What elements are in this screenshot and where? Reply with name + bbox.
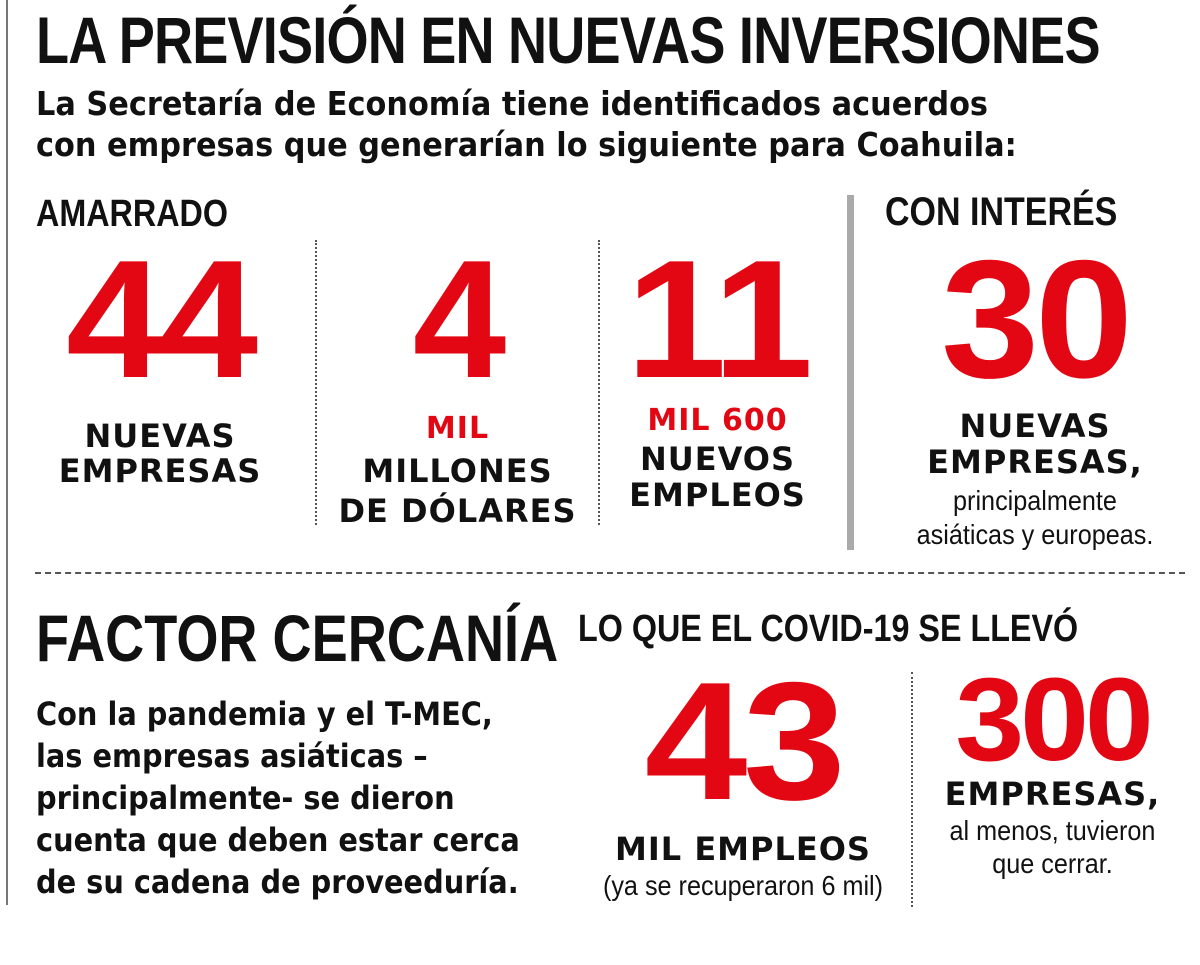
stat-note-1: al menos, tuvieron (949, 815, 1156, 846)
con-interes-note-2: asiáticas y europeas. (916, 519, 1154, 550)
page-title: LA PREVISIÓN EN NUEVAS INVERSIONES (36, 3, 1101, 77)
con-interes-note-1: principalmente (953, 485, 1117, 516)
stat-number: 4 (412, 225, 506, 413)
factor-line-2: las empresas asiáticas – (36, 737, 428, 775)
stat-number: 44 (66, 225, 258, 413)
stat-line-1: NUEVAS (959, 407, 1111, 445)
stat-note-2: que cerrar. (992, 848, 1113, 879)
stat-line-2: EMPLEOS (629, 476, 806, 514)
factor-line-4: cuenta que deben estar cerca (36, 821, 520, 859)
left-border-line (6, 0, 8, 905)
stat-line-2: EMPRESAS, (927, 443, 1143, 481)
stat-line-2: EMPRESAS (58, 452, 262, 490)
stat-mil-empleos: 43 MIL EMPLEOS (ya se recuperaron 6 mil) (578, 657, 908, 910)
amarrado-label: AMARRADO (36, 193, 228, 235)
stat-line-1: NUEVOS (639, 440, 796, 478)
stat-empresas-cerradas: 300 EMPRESAS, al menos, tuvieron que cer… (915, 661, 1190, 895)
stat-con-interes: 30 NUEVAS EMPRESAS, principalmente asiát… (880, 235, 1190, 555)
stat-millones-dolares: 4 MIL MILLONES DE DÓLARES (320, 235, 595, 535)
stat-number: 43 (644, 647, 846, 835)
subtitle-line-2: con empresas que generarían lo siguiente… (36, 125, 1017, 164)
stat-unit: MIL 600 (647, 403, 788, 438)
stat-number: 30 (941, 225, 1133, 413)
stat-note: (ya se recuperaron 6 mil) (602, 870, 884, 901)
divider-1 (315, 240, 317, 525)
stat-line-1: NUEVAS (84, 417, 236, 455)
divider-3 (911, 672, 913, 907)
stat-nuevos-empleos: 11 MIL 600 NUEVOS EMPLEOS (600, 235, 835, 515)
factor-title: FACTOR CERCANÍA (36, 601, 559, 675)
subtitle-line-1: La Secretaría de Economía tiene identifi… (36, 84, 988, 123)
stat-unit: MIL (425, 411, 490, 446)
stat-label: MIL EMPLEOS (615, 830, 871, 868)
divider-2 (598, 240, 600, 525)
stat-number: 300 (955, 654, 1153, 786)
con-interes-label: CON INTERÉS (885, 190, 1118, 234)
factor-body: Con la pandemia y el T-MEC, las empresas… (36, 695, 556, 905)
horizontal-divider (35, 572, 1185, 574)
stat-line-2: DE DÓLARES (338, 492, 577, 530)
covid-title: LO QUE EL COVID-19 SE LLEVÓ (578, 608, 1079, 650)
factor-line-3: principalmente- se dieron (36, 779, 455, 817)
stat-number: 11 (625, 225, 813, 413)
factor-line-5: de su cadena de proveeduría. (36, 863, 519, 901)
stat-nuevas-empresas: 44 NUEVAS EMPRESAS (30, 235, 290, 505)
factor-line-1: Con la pandemia y el T-MEC, (36, 695, 493, 733)
stat-line-1: MILLONES (362, 452, 553, 490)
stat-label: EMPRESAS, (944, 775, 1161, 813)
section-separator-bar (847, 195, 854, 550)
